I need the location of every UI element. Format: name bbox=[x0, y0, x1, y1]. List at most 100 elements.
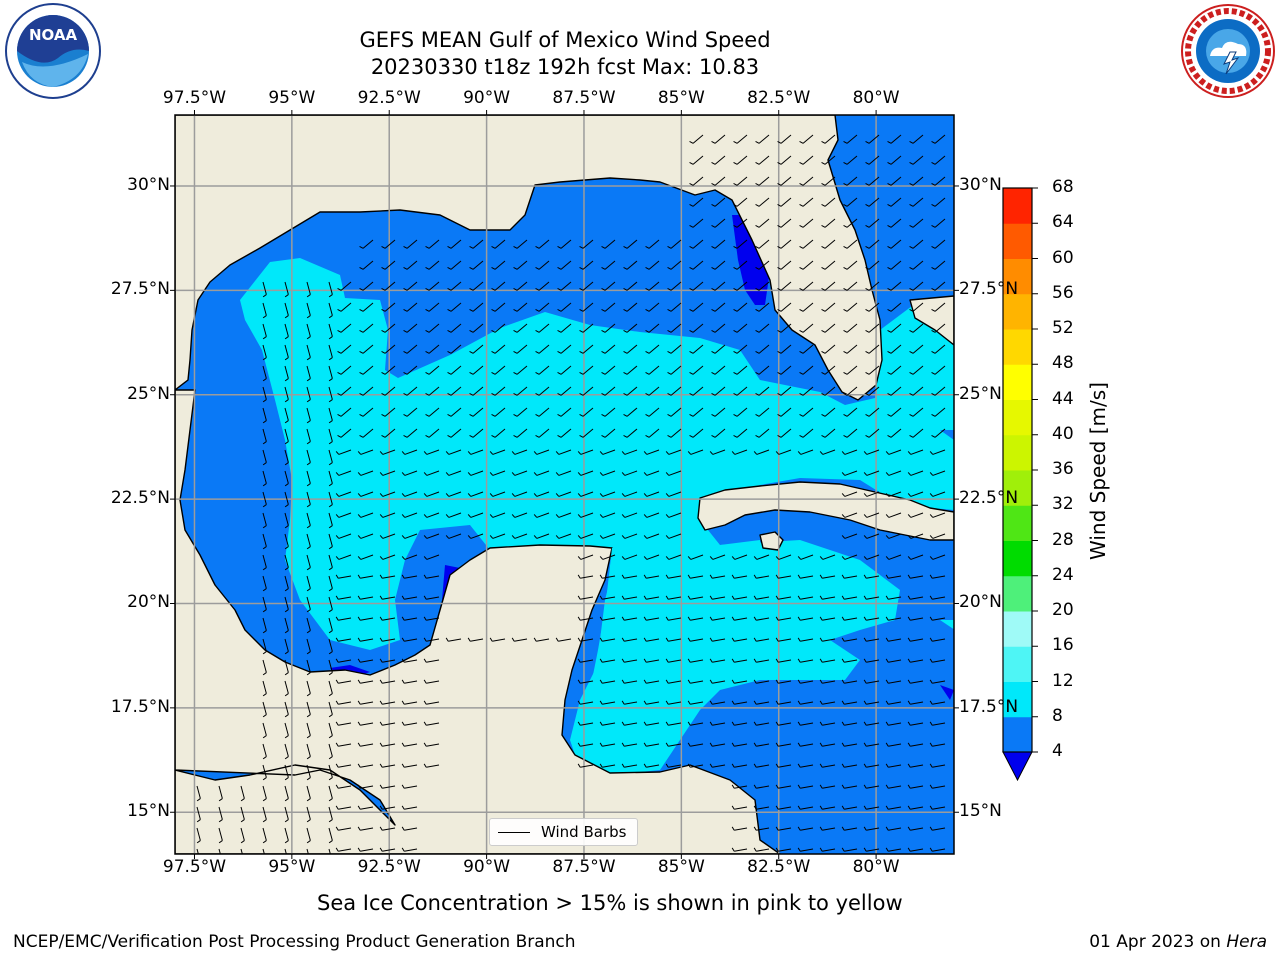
wind-barb bbox=[284, 680, 289, 694]
wind-barb-flag bbox=[511, 535, 516, 539]
wind-barb bbox=[668, 743, 682, 747]
wind-barb-flag bbox=[907, 658, 911, 663]
wind-barb bbox=[888, 470, 902, 476]
wind-barb-flag bbox=[357, 679, 361, 684]
wind-barb bbox=[406, 386, 418, 396]
wind-barb bbox=[426, 659, 440, 663]
wind-barb-flag bbox=[335, 535, 340, 539]
wind-barb-flag bbox=[423, 472, 428, 476]
wind-barb-flag bbox=[262, 378, 267, 382]
wind-barb-flag bbox=[489, 535, 494, 539]
wind-barb bbox=[218, 785, 223, 799]
wind-barb bbox=[262, 764, 267, 778]
wind-barb-flag bbox=[423, 658, 427, 663]
wind-barb-flag bbox=[731, 451, 736, 455]
wind-barb-flag bbox=[687, 556, 692, 560]
wind-barb-flag bbox=[284, 546, 289, 550]
wind-barb bbox=[800, 680, 814, 684]
wind-barb bbox=[602, 491, 616, 497]
wind-barb bbox=[934, 428, 946, 438]
wind-barb-flag bbox=[381, 371, 386, 375]
wind-barb-flag bbox=[328, 651, 333, 655]
wind-barb bbox=[426, 764, 440, 768]
wind-barb-flag bbox=[665, 658, 669, 663]
wind-barb bbox=[868, 218, 880, 228]
wind-barb bbox=[538, 407, 550, 417]
wind-barb bbox=[426, 491, 440, 497]
wind-barb-flag bbox=[863, 493, 868, 497]
wind-barb-flag bbox=[775, 721, 779, 726]
wind-barb-flag bbox=[218, 840, 223, 844]
wind-barb bbox=[756, 449, 770, 455]
wind-barb bbox=[602, 470, 616, 476]
wind-barb-flag bbox=[841, 805, 845, 810]
wind-barb-flag bbox=[821, 329, 826, 333]
wind-barb bbox=[714, 260, 726, 270]
wind-barb-flag bbox=[379, 451, 384, 455]
wind-barb bbox=[758, 323, 770, 333]
wind-barb-flag bbox=[665, 679, 669, 684]
wind-barb-flag bbox=[643, 742, 647, 747]
wind-barb-flag bbox=[535, 371, 540, 375]
wind-barb bbox=[646, 449, 660, 455]
wind-barb-flag bbox=[733, 266, 738, 270]
wind-barb bbox=[404, 449, 418, 455]
wind-barb bbox=[382, 554, 396, 560]
wind-barb-flag bbox=[755, 371, 760, 375]
wind-barb-flag bbox=[841, 514, 846, 518]
wind-barb bbox=[888, 638, 902, 642]
wind-barb-flag bbox=[401, 595, 405, 600]
wind-barb bbox=[758, 302, 770, 312]
wind-barb-flag bbox=[843, 392, 848, 396]
wind-barb bbox=[844, 722, 858, 726]
wind-barb-flag bbox=[403, 434, 408, 438]
wind-barb-flag bbox=[425, 245, 430, 249]
wind-barb bbox=[558, 533, 572, 539]
wind-barb bbox=[692, 365, 704, 375]
wind-barb-flag bbox=[579, 392, 584, 396]
wind-barb-flag bbox=[423, 616, 427, 621]
wind-barb bbox=[626, 428, 638, 438]
wind-barb-flag bbox=[579, 287, 584, 291]
wind-barb-flag bbox=[777, 392, 782, 396]
wind-barb bbox=[712, 638, 726, 642]
wind-barb bbox=[934, 281, 946, 291]
wind-barb bbox=[558, 470, 572, 476]
wind-barb-flag bbox=[489, 493, 494, 497]
wind-barb bbox=[714, 302, 726, 312]
wind-barb-flag bbox=[401, 763, 405, 768]
wind-barb-flag bbox=[863, 535, 868, 539]
wind-barb-flag bbox=[328, 672, 333, 676]
wind-barb-flag bbox=[931, 308, 936, 312]
wind-barb bbox=[888, 806, 902, 810]
wind-barb-flag bbox=[887, 140, 892, 144]
wind-barb-flag bbox=[885, 805, 889, 810]
wind-barb bbox=[450, 365, 462, 375]
wind-barb-flag bbox=[469, 266, 474, 270]
wind-barb bbox=[492, 470, 506, 476]
wind-barb bbox=[756, 659, 770, 663]
wind-barb-flag bbox=[535, 350, 540, 354]
wind-barb-flag bbox=[423, 514, 428, 518]
colorbar-tick-label: 4 bbox=[1052, 741, 1063, 761]
wind-barb bbox=[780, 323, 792, 333]
wind-barb bbox=[758, 281, 770, 291]
wind-barb bbox=[780, 197, 792, 207]
wind-barb-flag bbox=[819, 847, 823, 852]
wind-barb bbox=[822, 743, 836, 747]
wind-barb bbox=[338, 491, 352, 497]
wind-barb-flag bbox=[577, 493, 582, 497]
wind-barb-flag bbox=[491, 434, 496, 438]
wind-barb bbox=[778, 680, 792, 684]
wind-barb bbox=[558, 449, 572, 455]
wind-barb-flag bbox=[777, 161, 782, 165]
wind-barb-flag bbox=[379, 595, 383, 600]
wind-barb bbox=[362, 302, 374, 312]
wind-barb-flag bbox=[819, 700, 823, 705]
wind-barb bbox=[382, 449, 396, 455]
wind-barb-flag bbox=[755, 140, 760, 144]
wind-barb-flag bbox=[601, 329, 606, 333]
wind-barb-flag bbox=[863, 556, 868, 560]
lat-tick-label-left: 15°N bbox=[127, 801, 170, 822]
colorbar-segment bbox=[1003, 188, 1032, 224]
